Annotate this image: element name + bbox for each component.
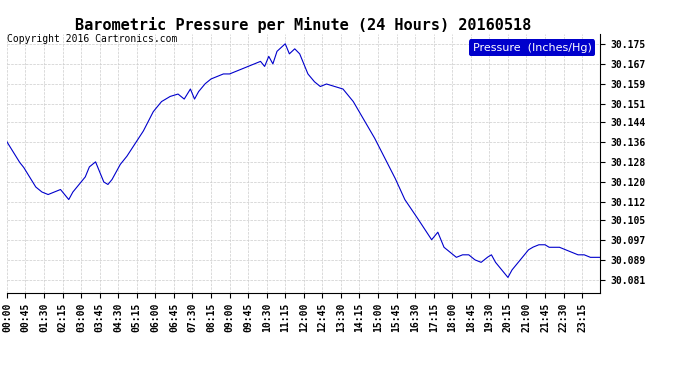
Title: Barometric Pressure per Minute (24 Hours) 20160518: Barometric Pressure per Minute (24 Hours… — [75, 16, 532, 33]
Legend: Pressure  (Inches/Hg): Pressure (Inches/Hg) — [469, 39, 595, 56]
Text: Copyright 2016 Cartronics.com: Copyright 2016 Cartronics.com — [7, 34, 177, 44]
